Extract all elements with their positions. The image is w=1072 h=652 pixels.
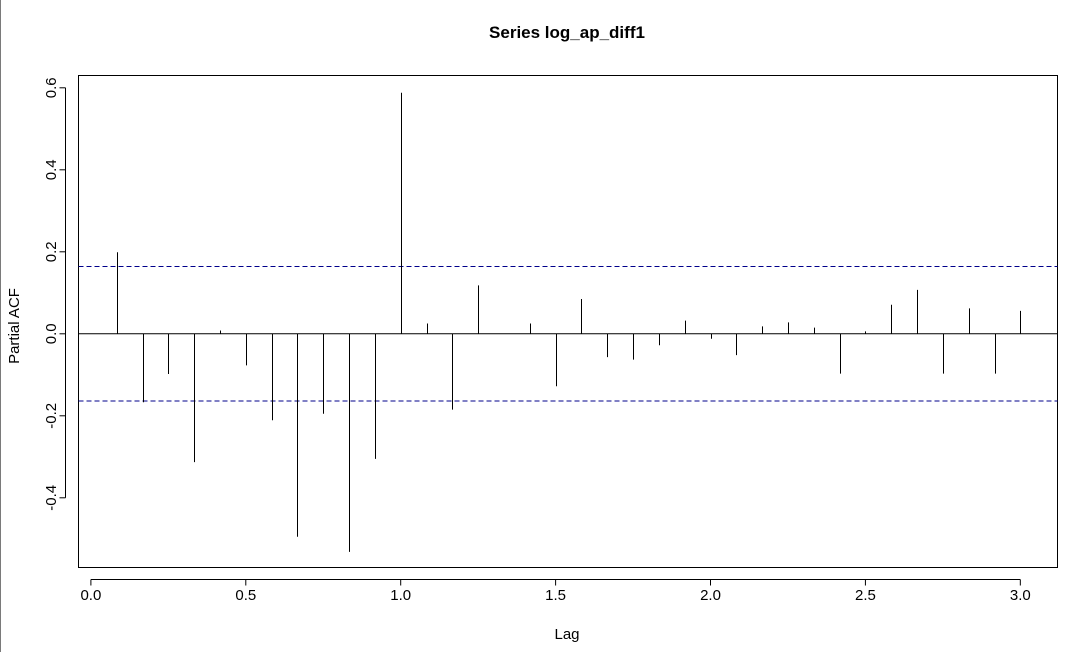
y-tick-label: -0.4 [43, 485, 60, 511]
y-tick-label: -0.2 [43, 403, 60, 429]
x-tick-label: 1.0 [390, 587, 411, 604]
chart-title: Series log_ap_diff1 [489, 23, 645, 42]
pacf-spikes [117, 92, 1021, 552]
confidence-bounds [78, 266, 1058, 402]
y-tick-label: 0.6 [43, 77, 60, 98]
x-tick-label: 0.5 [235, 587, 256, 604]
x-axis-label: Lag [554, 626, 579, 643]
plot-frame [78, 75, 1058, 568]
y-axis: -0.4 -0.2 0.0 0.2 0.4 0.6 [43, 77, 66, 511]
x-tick-label: 3.0 [1010, 587, 1031, 604]
x-tick-label: 0.0 [80, 587, 101, 604]
x-tick-label: 2.0 [700, 587, 721, 604]
x-tick-label: 1.5 [545, 587, 566, 604]
y-axis-label: Partial ACF [6, 288, 23, 364]
x-axis: 0.0 0.5 1.0 1.5 2.0 2.5 3.0 [80, 579, 1031, 604]
y-tick-label: 0.2 [43, 241, 60, 262]
y-tick-label: 0.4 [43, 159, 60, 180]
y-tick-label: 0.0 [43, 323, 60, 344]
window-left-edge [0, 0, 1, 652]
x-tick-label: 2.5 [855, 587, 876, 604]
